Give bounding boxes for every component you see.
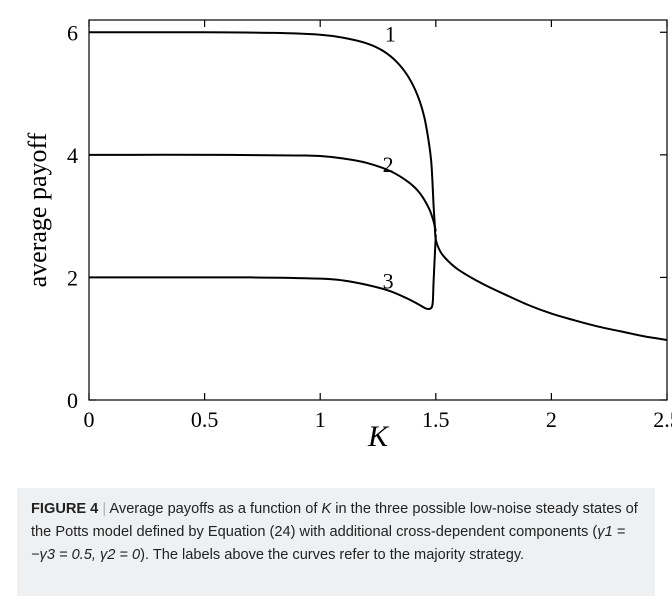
- axis-ticks: [88, 20, 668, 401]
- caption-k-symbol: K: [321, 501, 332, 517]
- y-tick-label: 6: [67, 20, 78, 45]
- curve-1: [88, 31, 668, 341]
- caption-text-2: in the three possible low-noise steady s…: [31, 501, 638, 540]
- x-tick-label: 1.5: [422, 407, 450, 432]
- x-tick-label: 1: [315, 407, 326, 432]
- y-tick-label: 2: [67, 265, 78, 290]
- y-tick-label: 0: [67, 388, 78, 413]
- curve-label-2: 2: [383, 152, 394, 177]
- figure-caption: FIGURE 4 | Average payoffs as a function…: [17, 488, 655, 596]
- caption-text-3: ). The labels above the curves refer to …: [140, 547, 525, 563]
- curve-2: [88, 153, 437, 232]
- caption-separator: |: [102, 501, 107, 517]
- x-axis-label: K: [367, 420, 390, 453]
- curves: [88, 31, 668, 341]
- chart: 0 0.5 1 1.5 2 2.5 0 2 4 6 1 2 3 K average payoff: [23, 19, 672, 453]
- x-tick-label: 0: [84, 407, 95, 432]
- x-tick-label: 2.5: [653, 407, 672, 432]
- curve-label-3: 3: [383, 268, 394, 293]
- figure-label: FIGURE 4: [31, 501, 99, 517]
- x-tick-labels: 0 0.5 1 1.5 2 2.5: [84, 407, 672, 432]
- y-tick-label: 4: [67, 143, 78, 168]
- curve-label-1: 1: [385, 21, 396, 46]
- plot-frame: [88, 19, 668, 401]
- caption-text-1: Average payoffs as a function of: [109, 501, 318, 517]
- x-tick-label: 2: [546, 407, 557, 432]
- y-axis-label: average payoff: [23, 132, 52, 287]
- curve-3: [88, 234, 437, 311]
- curve-labels: 1 2 3: [383, 21, 396, 293]
- caption-gamma-expression: γ1 = −γ3 = 0.5, γ2 = 0: [31, 524, 626, 563]
- x-tick-label: 0.5: [191, 407, 219, 432]
- y-tick-labels: 0 2 4 6: [67, 20, 78, 413]
